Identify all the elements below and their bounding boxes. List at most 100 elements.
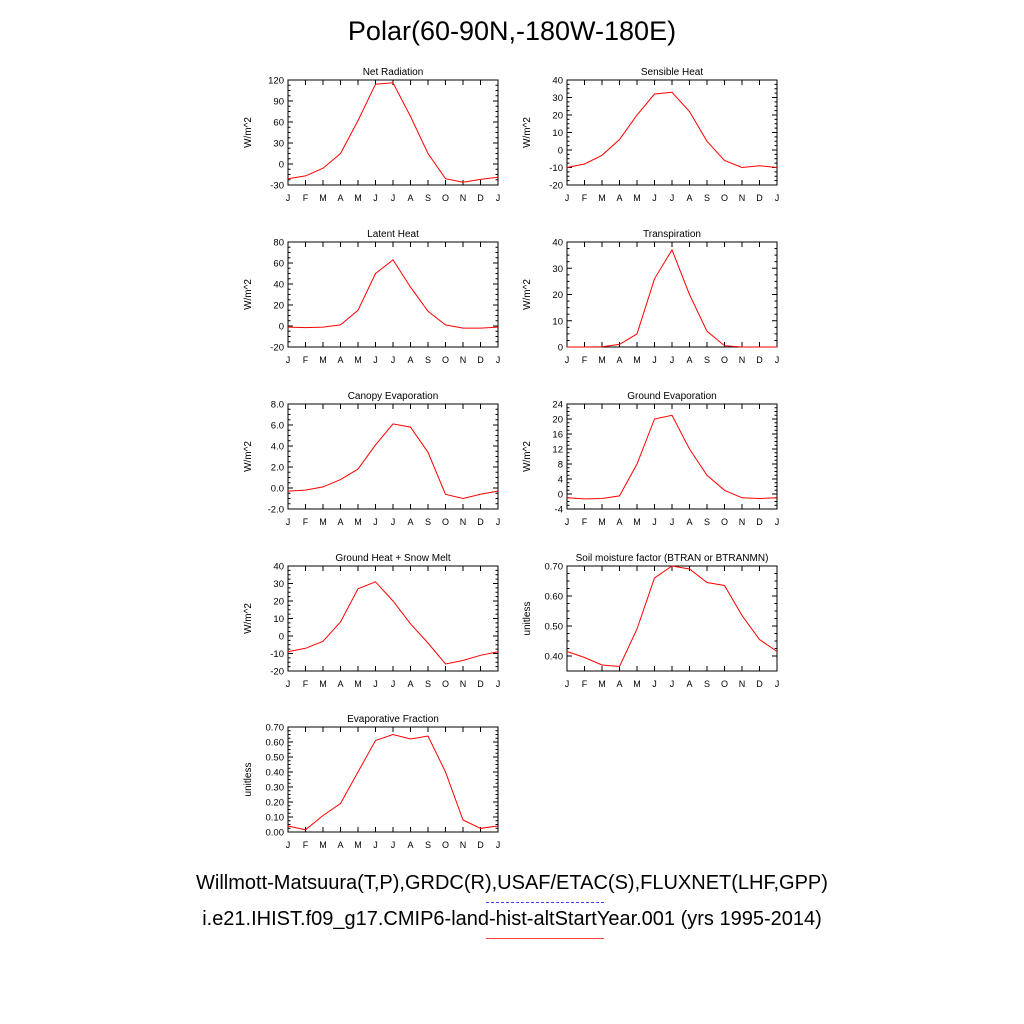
legend-observations-label: Willmott-Matsuura(T,P),GRDC(R),USAF/ETAC…: [196, 872, 828, 894]
x-tick-label: F: [582, 193, 588, 203]
panel-title: Canopy Evaporation: [348, 391, 439, 402]
x-tick-label: F: [303, 517, 309, 527]
x-tick-label: J: [286, 355, 291, 365]
x-tick-label: J: [496, 679, 501, 689]
x-tick-label: O: [442, 193, 449, 203]
y-tick-label: 0.30: [266, 783, 285, 794]
x-tick-label: A: [337, 193, 343, 203]
y-tick-label: -30: [270, 181, 284, 192]
y-tick-label: 60: [273, 118, 284, 129]
x-tick-label: J: [565, 193, 570, 203]
panel-title: Transpiration: [643, 229, 701, 240]
x-tick-label: N: [739, 679, 746, 689]
y-tick-label: 10: [552, 128, 563, 139]
y-tick-label: 0.0: [271, 484, 284, 495]
y-tick-label: 0.60: [266, 738, 285, 749]
x-tick-label: M: [598, 679, 606, 689]
panel-title: Latent Heat: [367, 229, 419, 240]
x-tick-label: J: [652, 193, 657, 203]
x-tick-label: S: [425, 679, 431, 689]
x-tick-label: A: [616, 517, 622, 527]
x-tick-label: A: [616, 193, 622, 203]
y-tick-label: 0: [558, 146, 563, 157]
x-tick-label: O: [721, 355, 728, 365]
x-tick-label: J: [496, 355, 501, 365]
y-tick-label: 40: [273, 562, 284, 573]
series-line: [566, 414, 778, 500]
x-tick-label: M: [319, 355, 327, 365]
y-tick-label: 30: [273, 139, 284, 150]
x-tick-label: S: [425, 840, 431, 850]
legend-model-label: i.e21.IHIST.f09_g17.CMIP6-land-hist-altS…: [202, 908, 822, 930]
x-tick-label: A: [407, 679, 413, 689]
x-tick-label: M: [633, 355, 641, 365]
x-tick-label: M: [633, 193, 641, 203]
series-line: [287, 581, 499, 665]
x-tick-label: J: [391, 193, 396, 203]
x-tick-label: N: [460, 193, 467, 203]
y-tick-label: 0: [279, 160, 284, 171]
y-axis-label: W/m^2: [243, 603, 254, 634]
x-tick-label: J: [391, 679, 396, 689]
x-tick-label: J: [373, 679, 378, 689]
y-tick-label: 0.50: [545, 622, 564, 633]
series-line: [287, 733, 499, 831]
y-tick-label: 30: [552, 264, 563, 275]
x-tick-label: A: [407, 517, 413, 527]
series-line: [566, 565, 778, 668]
x-tick-label: N: [739, 193, 746, 203]
series-line: [287, 423, 499, 500]
x-tick-label: A: [686, 679, 692, 689]
x-tick-label: A: [407, 840, 413, 850]
x-tick-label: M: [354, 517, 362, 527]
x-tick-label: A: [337, 679, 343, 689]
y-tick-label: 40: [552, 238, 563, 249]
x-tick-label: J: [775, 679, 780, 689]
y-tick-label: 8: [558, 460, 563, 471]
x-tick-label: A: [407, 193, 413, 203]
y-tick-label: 0.50: [266, 753, 285, 764]
x-tick-label: N: [739, 517, 746, 527]
y-tick-label: 80: [273, 238, 284, 249]
y-tick-label: 24: [552, 400, 563, 411]
x-tick-label: J: [775, 193, 780, 203]
y-tick-label: 10: [552, 316, 563, 327]
y-tick-label: 2.0: [271, 463, 284, 474]
x-tick-label: A: [337, 355, 343, 365]
x-tick-label: M: [354, 840, 362, 850]
y-tick-label: 60: [273, 259, 284, 270]
x-tick-label: A: [407, 355, 413, 365]
x-tick-label: J: [286, 517, 291, 527]
x-tick-label: D: [477, 355, 484, 365]
x-tick-label: D: [477, 840, 484, 850]
x-tick-label: O: [721, 517, 728, 527]
x-tick-label: N: [460, 517, 467, 527]
panel-title: Net Radiation: [363, 67, 424, 78]
x-tick-label: M: [598, 193, 606, 203]
figure-title: Polar(60-90N,-180W-180E): [347, 16, 677, 46]
x-tick-label: S: [704, 355, 710, 365]
x-tick-label: O: [721, 193, 728, 203]
plot-frame: [566, 79, 778, 186]
y-tick-label: -10: [549, 163, 563, 174]
y-tick-label: 12: [552, 445, 563, 456]
x-tick-label: J: [670, 517, 675, 527]
x-tick-label: M: [319, 517, 327, 527]
x-tick-label: N: [460, 355, 467, 365]
x-tick-label: D: [477, 193, 484, 203]
x-tick-label: F: [582, 679, 588, 689]
x-tick-label: F: [303, 193, 309, 203]
y-tick-label: 0.20: [266, 798, 285, 809]
x-tick-label: M: [354, 193, 362, 203]
x-tick-label: M: [319, 840, 327, 850]
x-tick-label: A: [686, 517, 692, 527]
x-tick-label: J: [565, 517, 570, 527]
legend-model-swatch: [486, 938, 604, 939]
x-tick-label: M: [633, 679, 641, 689]
x-tick-label: J: [286, 679, 291, 689]
x-tick-label: A: [337, 517, 343, 527]
